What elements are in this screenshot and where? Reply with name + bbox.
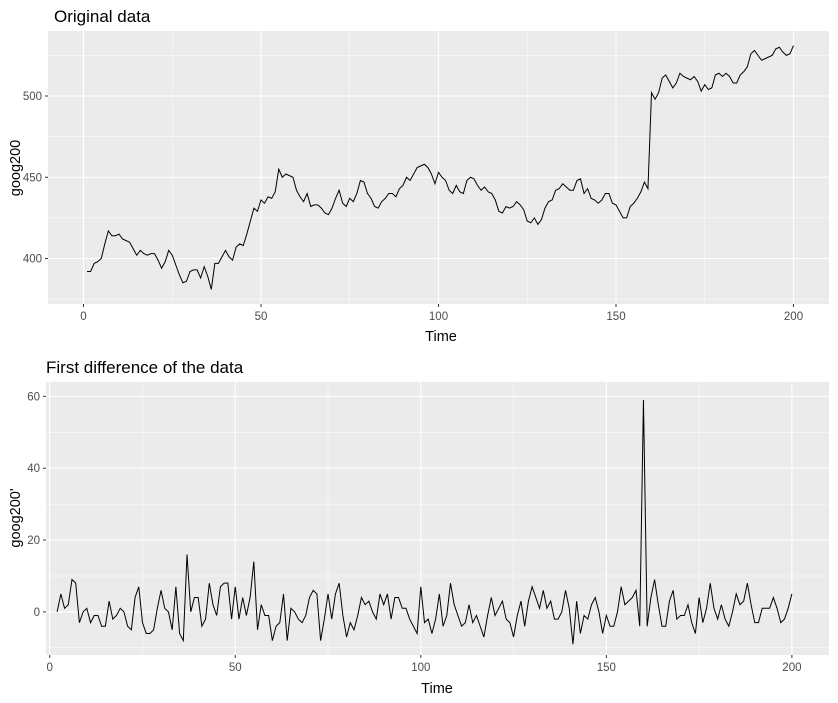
top-chart-title: Original data (54, 7, 151, 26)
bottom-x-axis-label: Time (421, 681, 453, 697)
top-x-axis-label: Time (425, 329, 457, 345)
y-tick-label: 450 (23, 172, 42, 184)
x-tick-label: 200 (784, 311, 803, 323)
top-chart: Original data 400 450 500 0 50 100 150 200 Tim… (8, 7, 829, 345)
top-series-line (87, 45, 794, 290)
x-tick-label: 200 (782, 662, 801, 674)
x-tick-label: 0 (47, 662, 53, 674)
bottom-y-axis-label: goog200' (8, 488, 24, 547)
x-tick-label: 50 (229, 662, 242, 674)
bottom-series-line (56, 399, 793, 645)
x-tick-label: 150 (606, 311, 625, 323)
bottom-chart: First difference of the data 0 20 40 60 0 50… (8, 358, 829, 697)
x-tick-label: 100 (429, 311, 448, 323)
top-y-axis-label: goog200 (8, 140, 24, 196)
bottom-grid (46, 382, 829, 655)
y-tick-label: 20 (27, 535, 40, 547)
x-tick-label: 100 (411, 662, 430, 674)
y-tick-label: 500 (23, 91, 42, 103)
y-tick-label: 60 (27, 391, 40, 403)
bottom-x-axis: 0 50 100 150 200 (47, 655, 801, 674)
x-tick-label: 150 (597, 662, 616, 674)
y-tick-label: 400 (23, 254, 42, 266)
bottom-plot-panel (46, 382, 829, 655)
top-grid (48, 31, 829, 304)
top-y-axis: 400 450 500 (23, 91, 48, 266)
top-x-axis: 0 50 100 150 200 (80, 304, 803, 323)
y-tick-label: 0 (34, 607, 40, 619)
y-tick-label: 40 (27, 463, 40, 475)
bottom-y-axis: 0 20 40 60 (27, 391, 46, 619)
bottom-chart-title: First difference of the data (46, 358, 244, 377)
x-tick-label: 0 (80, 311, 86, 323)
x-tick-label: 50 (255, 311, 268, 323)
